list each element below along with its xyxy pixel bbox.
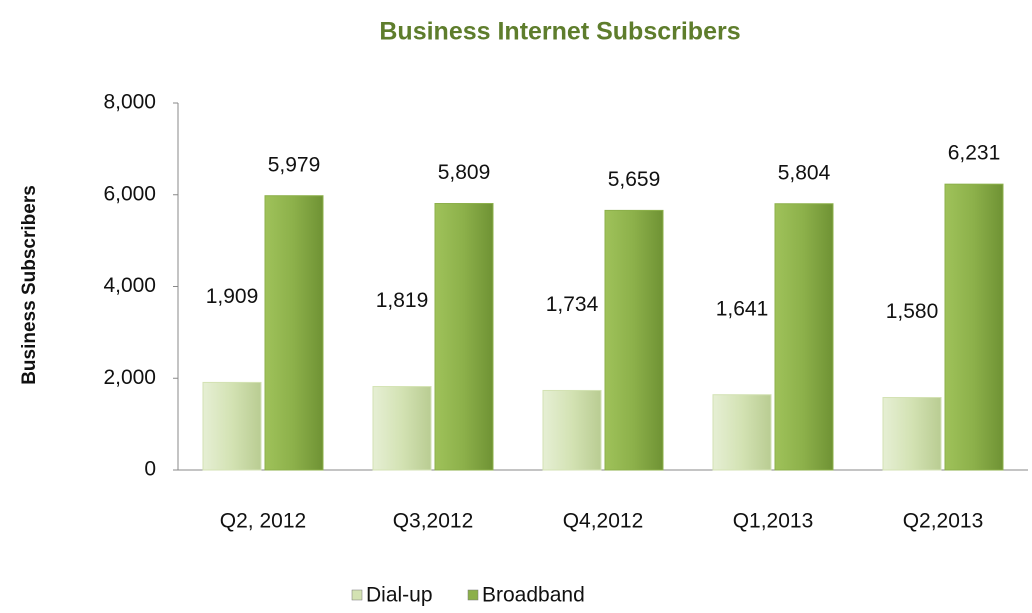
value-label: 5,659 xyxy=(608,168,661,191)
value-label: 5,804 xyxy=(778,161,831,184)
bar xyxy=(604,209,664,471)
bar xyxy=(774,203,834,471)
bar xyxy=(202,381,262,471)
y-tick-label: 6,000 xyxy=(103,182,156,205)
bar xyxy=(944,183,1004,471)
bar xyxy=(264,195,324,471)
value-label: 1,580 xyxy=(886,300,939,323)
bar xyxy=(372,386,432,471)
y-tick-label: 8,000 xyxy=(103,91,156,114)
x-tick-label: Q2, 2012 xyxy=(220,510,306,533)
bar xyxy=(542,389,602,471)
bar xyxy=(882,397,942,471)
y-tick-label: 4,000 xyxy=(103,274,156,297)
x-tick-label: Q2,2013 xyxy=(903,510,984,533)
value-label: 1,909 xyxy=(206,285,259,308)
x-tick-label: Q4,2012 xyxy=(563,510,644,533)
legend-label: Broadband xyxy=(482,584,585,607)
value-label: 6,231 xyxy=(948,142,1001,165)
value-label: 1,734 xyxy=(546,293,599,316)
bar xyxy=(434,203,494,471)
value-label: 5,809 xyxy=(438,161,491,184)
legend-label: Dial-up xyxy=(366,584,433,607)
value-label: 1,641 xyxy=(716,297,769,320)
value-label: 1,819 xyxy=(376,289,429,312)
legend-swatch xyxy=(351,589,363,601)
bar xyxy=(712,394,772,471)
x-tick-label: Q1,2013 xyxy=(733,510,814,533)
y-tick-label: 0 xyxy=(144,458,156,481)
y-axis-label: Business Subscribers xyxy=(19,185,40,385)
legend-swatch xyxy=(467,589,479,601)
x-tick-label: Q3,2012 xyxy=(393,510,474,533)
value-label: 5,979 xyxy=(268,153,321,176)
y-tick-label: 2,000 xyxy=(103,366,156,389)
chart-title: Business Internet Subscribers xyxy=(379,18,740,46)
